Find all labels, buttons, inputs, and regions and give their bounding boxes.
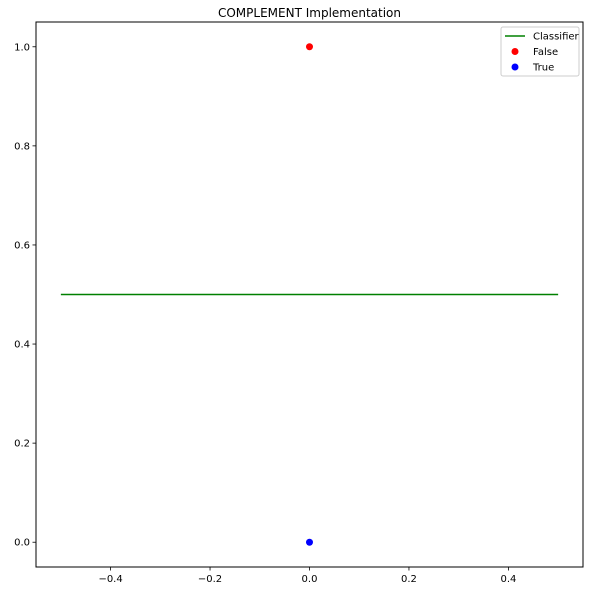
x-tick-label: 0.2 [401, 574, 417, 585]
legend-label-true: True [532, 63, 554, 74]
legend-swatch-false [511, 48, 519, 55]
y-tick-label: 0.2 [14, 439, 30, 450]
y-tick-label: 0.0 [14, 538, 30, 549]
y-tick-label: 0.4 [14, 340, 30, 351]
y-tick-label: 1.0 [14, 42, 30, 53]
chart-title: COMPLEMENT Implementation [218, 6, 401, 20]
axis-ticks: −0.4 −0.2 0.0 0.2 0.4 0.0 0.2 0.4 0.6 0.8 1.0 [14, 42, 516, 585]
x-tick-label: −0.2 [198, 574, 222, 585]
legend-box [500, 26, 580, 77]
x-tick-label: 0.4 [500, 574, 516, 585]
y-tick-label: 0.6 [14, 240, 30, 251]
legend-label-classifier: Classifier [533, 32, 580, 43]
plot-area [60, 43, 559, 546]
point-false-0 [306, 43, 313, 51]
legend-label-false: False [533, 47, 558, 58]
point-true-0 [306, 538, 313, 546]
legend: Classifier False True [500, 26, 580, 77]
x-tick-label: −0.4 [98, 574, 122, 585]
y-tick-label: 0.8 [14, 141, 30, 152]
x-tick-label: 0.0 [302, 574, 318, 585]
legend-swatch-true [511, 63, 519, 71]
